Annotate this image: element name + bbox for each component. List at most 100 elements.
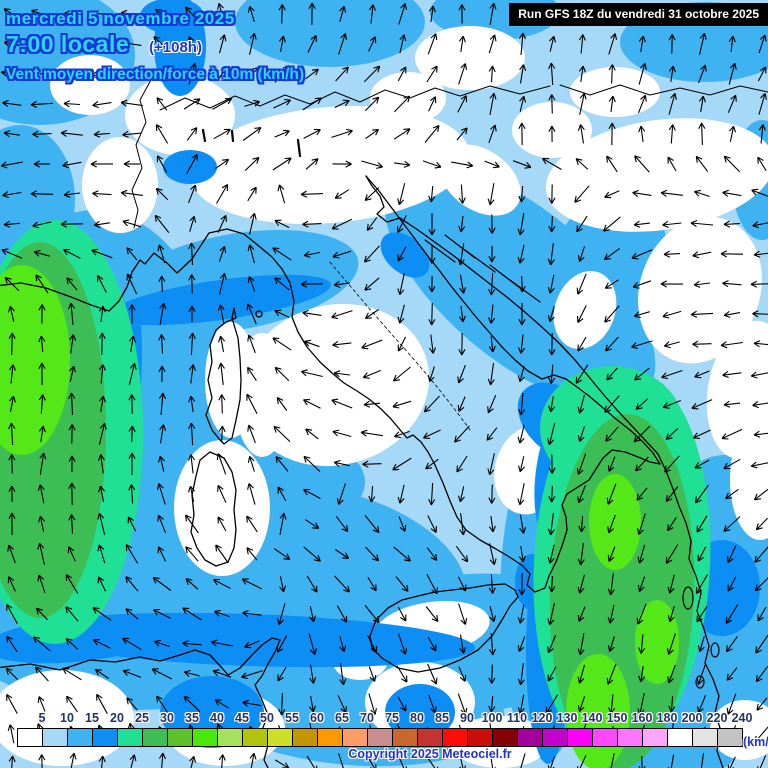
- wind-arrow: [723, 516, 741, 532]
- wind-speed-region-calm: [706, 320, 768, 460]
- wind-arrow: [214, 699, 230, 709]
- wind-arrow: [154, 8, 169, 20]
- wind-arrow: [339, 663, 347, 686]
- wind-arrow: [428, 302, 436, 326]
- parameter-label: Vent moyen direction/force à 10m (km/h): [6, 66, 305, 83]
- wind-arrow: [578, 515, 586, 533]
- wind-arrow: [244, 66, 260, 81]
- wind-arrow: [339, 5, 347, 22]
- wind-arrow: [577, 246, 586, 262]
- forecast-time-label: 7:00 locale: [6, 31, 130, 57]
- wind-arrow: [35, 274, 49, 294]
- wind-arrow: [458, 184, 466, 204]
- wind-arrow: [65, 574, 79, 594]
- wind-arrow: [488, 214, 496, 234]
- wind-arrow: [458, 35, 466, 52]
- wind-arrow: [278, 35, 286, 52]
- wind-arrow: [517, 456, 525, 473]
- wind-arrow: [397, 336, 407, 352]
- apennine-dashed-line: [329, 261, 471, 431]
- wind-arrow: [8, 364, 17, 384]
- wind-speed-region-deep: [160, 676, 264, 748]
- elba-island: [255, 310, 263, 318]
- wind-speed-region-bright: [0, 265, 70, 455]
- wind-arrow: [218, 245, 227, 262]
- wind-arrow: [661, 369, 683, 380]
- wind-arrow: [69, 752, 77, 768]
- wind-arrow: [241, 670, 263, 680]
- wind-arrow: [217, 304, 225, 324]
- wind-arrow: [123, 70, 140, 78]
- wind-arrow: [577, 394, 585, 414]
- wind-arrow: [154, 639, 170, 648]
- wind-arrow: [517, 604, 525, 624]
- wind-arrow: [304, 339, 320, 348]
- wind-arrow: [212, 98, 233, 110]
- wind-arrow: [518, 32, 527, 56]
- wind-arrow: [635, 456, 649, 472]
- wind-arrow: [457, 486, 465, 503]
- wind-arrow: [393, 128, 411, 140]
- wind-arrow: [39, 452, 47, 475]
- wind-arrow: [217, 214, 227, 233]
- wind-arrow: [157, 244, 166, 264]
- wind-arrow: [757, 66, 767, 82]
- wind-arrow: [332, 160, 352, 168]
- wind-arrow: [458, 4, 466, 24]
- wind-arrow: [694, 189, 710, 198]
- wind-arrow: [397, 246, 407, 262]
- wind-arrow: [32, 130, 52, 138]
- wind-arrow: [458, 216, 466, 233]
- wind-arrow: [334, 99, 350, 108]
- wind-arrow: [427, 663, 438, 685]
- wind-arrow: [246, 515, 258, 533]
- wind-arrow: [246, 547, 258, 561]
- wind-arrow: [247, 334, 256, 354]
- wind-arrow: [217, 362, 225, 385]
- wind-arrow: [488, 664, 496, 684]
- wind-arrow: [91, 248, 113, 259]
- wind-arrow: [578, 34, 586, 54]
- wind-arrow: [38, 754, 46, 768]
- wind-arrow: [244, 99, 260, 107]
- wind-arrow: [305, 68, 319, 80]
- wind-arrow: [489, 2, 497, 25]
- wind-arrow: [489, 543, 497, 566]
- wind-arrow: [607, 604, 615, 624]
- wind-arrow: [722, 189, 742, 197]
- wind-arrow: [185, 578, 199, 590]
- wind-arrow: [488, 484, 496, 504]
- wind-arrow: [247, 456, 255, 472]
- copyright-label: Copyright 2025 Meteociel.fr: [348, 747, 512, 761]
- wind-speed-region-calm: [50, 55, 130, 115]
- wind-arrow: [62, 667, 82, 681]
- wind-arrow: [392, 457, 412, 471]
- wind-arrow: [37, 574, 46, 594]
- wind-arrow: [665, 544, 679, 564]
- wind-arrow: [122, 669, 142, 678]
- wind-arrow: [30, 100, 54, 108]
- wind-arrow: [242, 699, 262, 707]
- wind-arrow: [758, 124, 766, 144]
- wind-arrow: [667, 516, 677, 532]
- wind-arrow: [758, 93, 767, 115]
- wind-arrow: [218, 272, 227, 295]
- wind-arrow: [451, 161, 474, 169]
- wind-arrow: [577, 696, 586, 712]
- wind-arrow: [338, 33, 348, 55]
- wind-arrow: [274, 219, 290, 229]
- wind-arrow: [631, 340, 653, 349]
- wind-arrow: [396, 665, 408, 683]
- wind-arrow: [548, 125, 556, 143]
- wind-arrow: [575, 158, 589, 170]
- wind-arrow: [458, 63, 468, 85]
- wind-arrow: [128, 304, 136, 324]
- wind-arrow: [752, 310, 768, 318]
- wind-arrow: [31, 8, 53, 18]
- wind-arrow: [156, 483, 166, 505]
- wind-arrow: [606, 663, 617, 685]
- wind-arrow: [276, 635, 288, 653]
- wind-arrow: [187, 454, 196, 474]
- wind-speed-region-deep: [25, 612, 475, 668]
- wind-arrow: [698, 64, 707, 84]
